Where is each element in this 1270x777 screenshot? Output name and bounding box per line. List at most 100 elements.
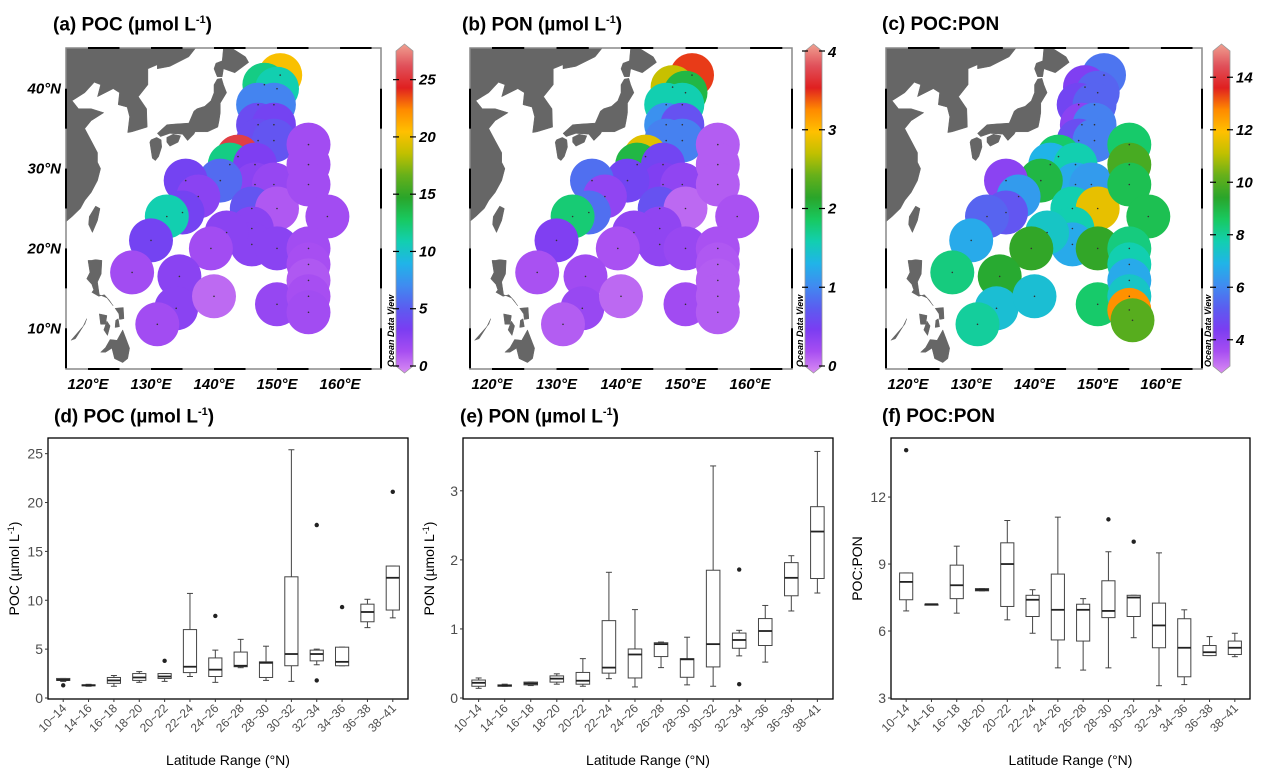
station-dot (1074, 183, 1077, 186)
x-tick-label: 38~41 (365, 701, 399, 735)
land-polygon (519, 318, 525, 328)
box-iqr (309, 649, 324, 662)
station-dot (307, 163, 310, 166)
map-b-title-text: (b) PON (µmol L (462, 14, 606, 36)
land-polygon (86, 259, 114, 307)
box-24~26 (1050, 516, 1065, 669)
station-dot (251, 207, 253, 210)
colorbar-tick-label: 4 (827, 44, 837, 61)
station-dot (1071, 207, 1074, 210)
station-dot (665, 139, 667, 142)
y-tick-label: 20 (27, 495, 43, 511)
station-dot (617, 247, 619, 250)
boxplot-panel-2: 3691210~1414~1616~1818~2020~2222~2424~26… (849, 437, 1251, 768)
y-axis-label-text: POC:PON (849, 536, 865, 601)
colorbar-tick-label: 12 (1236, 122, 1253, 139)
colorbar-tick-label: 10 (419, 243, 436, 260)
station-dot (1074, 163, 1077, 166)
land-polygon (934, 318, 940, 328)
box-iqr (601, 620, 617, 674)
station-dot (717, 163, 719, 166)
lat-tick-label: 40°N (26, 81, 62, 98)
station-dot (1128, 163, 1131, 166)
box-22~24 (182, 592, 198, 677)
station-dot (273, 123, 275, 126)
box-14~16 (497, 683, 512, 687)
box-34~36 (1177, 609, 1192, 686)
box-26~28 (233, 638, 248, 669)
lat-tick-label: 20°N (26, 240, 62, 257)
y-tick-label: 6 (878, 623, 886, 639)
lon-tick-label: 160°E (320, 376, 362, 393)
land-polygon (886, 48, 978, 223)
land-polygon (470, 48, 564, 222)
station-dot (717, 263, 719, 266)
box-38~41 (385, 489, 400, 619)
land-polygon (908, 205, 921, 234)
box-iqr (627, 648, 643, 679)
station-dot (1005, 211, 1007, 214)
station-dot (1081, 123, 1083, 126)
box-iqr (1126, 594, 1141, 618)
box-iqr (653, 642, 669, 658)
colorbar (1212, 43, 1231, 374)
box-iqr (208, 657, 223, 677)
station-dot (273, 183, 275, 186)
box-e-title: (e) PON (µmol L-1) (460, 406, 619, 428)
station-dot (1093, 139, 1096, 142)
y-axis-label-suffix: ) (6, 522, 22, 527)
outlier-point (736, 567, 742, 572)
station-dot (681, 103, 684, 106)
station-dot (273, 139, 275, 142)
station-dot (184, 179, 187, 182)
station-dot (1071, 227, 1074, 230)
plot-frame (47, 437, 409, 700)
station-dot (588, 211, 590, 214)
outlier-point (903, 447, 909, 453)
station-dot (717, 183, 719, 186)
station-dot (1128, 263, 1131, 266)
station-dot (219, 179, 222, 182)
lon-tick-label: 160°E (730, 376, 772, 393)
outlier-point (213, 613, 218, 619)
y-axis-label: POC (µmol L-1) (6, 522, 22, 616)
y-axis-label-suffix: ) (421, 522, 437, 527)
box-14~16 (81, 683, 96, 687)
colorbar-tick-label: 20 (418, 129, 436, 146)
box-32~34 (309, 522, 324, 683)
station-dot (681, 183, 684, 186)
station-dot (1017, 195, 1020, 198)
x-tick-label: 14~16 (477, 701, 511, 735)
station-dot (156, 323, 159, 326)
outlier-point (162, 658, 167, 664)
boxplot-panel-1: 012310~1414~1616~1818~2020~2222~2424~262… (421, 437, 834, 768)
box-28~30 (1101, 517, 1116, 669)
land-polygon (934, 307, 945, 320)
map-panel-a: 120°E 130°E 140°E 150°E 160°E 10°N 20°N 30°N 40°… (26, 43, 436, 393)
y-tick-label: 0 (450, 690, 458, 706)
box-iqr (1202, 645, 1217, 657)
station-dot (986, 215, 988, 218)
x-tick-label: 24~26 (607, 701, 641, 735)
station-dot (998, 275, 1001, 278)
box-d-title-sup: -1 (197, 406, 208, 418)
box-10~14 (56, 677, 71, 688)
outlier-point (339, 604, 345, 610)
land-polygon (490, 259, 519, 307)
box-d-title: (d) POC (µmol L-1) (54, 406, 214, 428)
box-iqr (1025, 594, 1040, 618)
map-a-title-sup: -1 (195, 14, 206, 26)
box-24~26 (627, 609, 643, 688)
x-axis-label: Latitude Range (°N) (586, 752, 710, 768)
station-dot (307, 311, 310, 314)
station-dot (307, 263, 310, 266)
y-tick-label: 10 (27, 592, 43, 608)
box-16~18 (523, 681, 539, 687)
lon-tick-label: 150°E (1077, 376, 1119, 393)
odv-watermark: Ocean Data View (795, 294, 805, 367)
station-dot (717, 295, 719, 298)
box-36~38 (784, 555, 799, 612)
land-polygon (114, 318, 120, 328)
land-polygon (1034, 48, 1070, 77)
station-dot (571, 215, 574, 218)
